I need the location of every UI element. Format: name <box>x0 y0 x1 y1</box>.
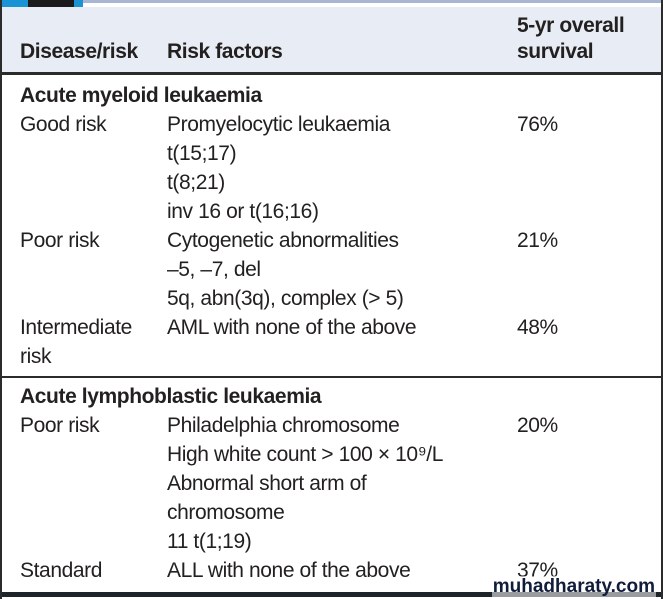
column-header-survival: 5-yr overall survival <box>517 14 625 63</box>
section-title-aml: Acute myeloid leukaemia <box>20 84 262 107</box>
strip-black-segment <box>28 0 74 7</box>
factor-line: ALL with none of the above <box>167 559 411 582</box>
factor-line: Promyelocytic leukaemia <box>167 113 391 136</box>
table-row: Good risk Promyelocytic leukaemia t(15;1… <box>2 110 661 226</box>
watermark: muhadharaty.com <box>491 576 656 597</box>
strip-blue-segment <box>2 0 28 7</box>
factor-line: Cytogenetic abnormalities <box>167 229 399 252</box>
factor-line: High white count > 100 × 10⁹/L <box>167 443 444 466</box>
factors-cell: Cytogenetic abnormalities –5, –7, del 5q… <box>167 226 517 313</box>
risk-cell: Intermediate risk <box>20 316 132 368</box>
section-title-all: Acute lymphoblastic leukaemia <box>20 385 322 408</box>
table-row: Poor risk Cytogenetic abnormalities –5, … <box>2 226 661 313</box>
table-row: Intermediate risk AML with none of the a… <box>2 313 661 371</box>
risk-cell: Poor risk <box>20 414 100 437</box>
factor-line: t(15;17) <box>167 142 237 165</box>
column-header-risk-factors: Risk factors <box>167 40 283 63</box>
factor-line: inv 16 or t(16;16) <box>167 200 319 223</box>
bottom-border-bar <box>2 592 661 597</box>
strip-lavender-line <box>83 0 661 3</box>
factor-line: 11 t(1;19) <box>167 530 252 553</box>
risk-cell: Poor risk <box>20 229 100 252</box>
factor-line: Abnormal short arm of <box>167 472 367 495</box>
factor-line: Philadelphia chromosome <box>167 414 400 437</box>
table-header-row: Disease/risk Risk factors 5-yr overall s… <box>2 7 661 75</box>
risk-cell: Good risk <box>20 113 107 136</box>
factor-line: chromosome <box>167 501 285 524</box>
factors-cell: Promyelocytic leukaemia t(15;17) t(8;21)… <box>167 110 517 226</box>
table-row: Poor risk Philadelphia chromosome High w… <box>2 411 661 556</box>
factor-line: t(8;21) <box>167 171 225 194</box>
factors-cell: ALL with none of the above <box>167 556 517 585</box>
top-decorative-strip <box>2 0 661 7</box>
survival-cell: 76% <box>517 113 558 136</box>
survival-cell: 20% <box>517 414 558 437</box>
table-body: Acute myeloid leukaemia Good risk Promye… <box>2 75 661 585</box>
factors-cell: Philadelphia chromosome High white count… <box>167 411 517 556</box>
strip-blue-segment-2 <box>74 0 83 7</box>
factor-line: AML with none of the above <box>167 316 417 339</box>
section-divider <box>2 376 661 378</box>
survival-cell: 48% <box>517 316 558 339</box>
factor-line: 5q, abn(3q), complex (> 5) <box>167 287 404 310</box>
factor-line: –5, –7, del <box>167 258 261 281</box>
factors-cell: AML with none of the above <box>167 313 517 342</box>
column-header-disease-risk: Disease/risk <box>20 40 138 63</box>
survival-cell: 21% <box>517 229 558 252</box>
risk-cell: Standard <box>20 559 103 582</box>
